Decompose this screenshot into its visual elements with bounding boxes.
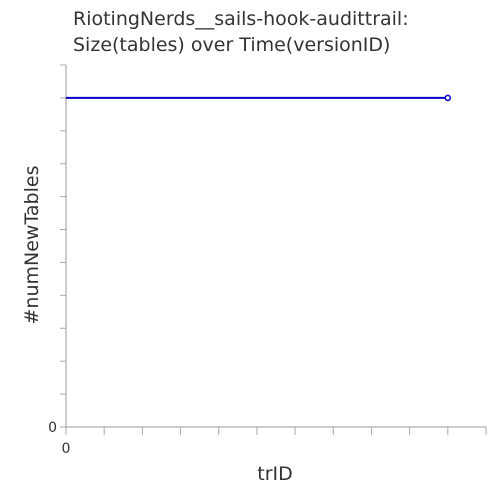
y-tick-label-0: 0 [48, 420, 57, 436]
x-tick-label-0: 0 [62, 441, 71, 457]
data-point [444, 94, 452, 102]
y-axis-label: #numNewTables [21, 166, 43, 325]
x-axis-label: trID [257, 463, 293, 485]
y-axis-ticks [60, 64, 66, 428]
x-axis-ticks [65, 427, 487, 435]
chart-title: RiotingNerds__sails-hook-audittrail: Siz… [73, 6, 409, 58]
series-layer [66, 94, 452, 102]
chart-title-line-1: RiotingNerds__sails-hook-audittrail: [73, 8, 409, 30]
chart-title-line-2: Size(tables) over Time(versionID) [73, 34, 391, 56]
